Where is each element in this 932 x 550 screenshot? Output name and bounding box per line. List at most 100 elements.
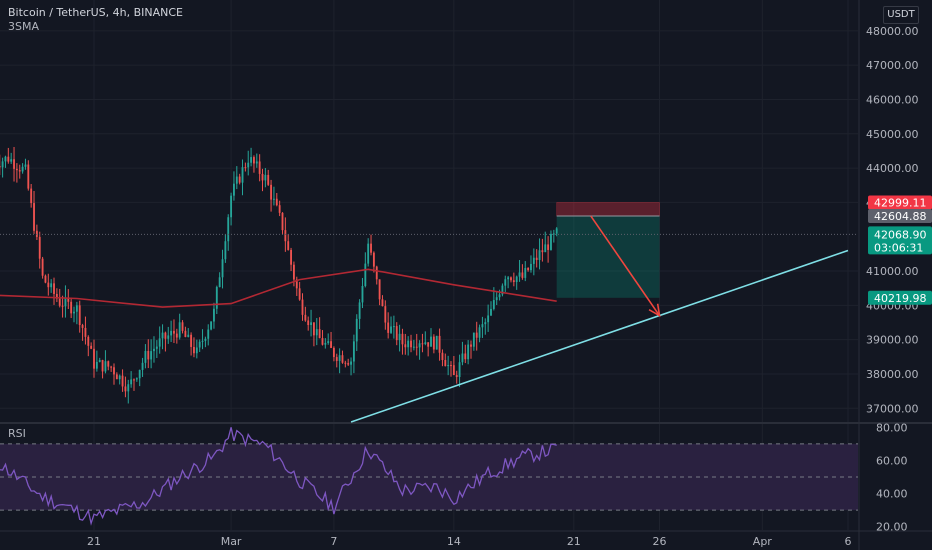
candle (324, 338, 327, 349)
y-tick-label: 41000.00 (866, 265, 919, 278)
candle-body (15, 168, 18, 171)
candle-body (421, 343, 424, 345)
candle-body (481, 324, 484, 328)
candle (235, 166, 238, 190)
candle-body (412, 346, 415, 348)
last-price-text: 42068.90 (874, 228, 927, 241)
candle-body (118, 375, 121, 380)
candle (321, 330, 324, 346)
candle (441, 349, 444, 367)
candle-body (135, 378, 138, 380)
candle (287, 234, 290, 251)
candle-body (161, 332, 164, 339)
candle-body (190, 334, 193, 347)
candle-body (484, 322, 487, 325)
candle (244, 162, 247, 172)
candle-body (427, 342, 430, 347)
entry-price-tag: 42604.88 (868, 208, 932, 223)
candle-body (130, 379, 133, 385)
candle (241, 159, 244, 196)
candle (138, 369, 141, 387)
stop-price-tag: 42999.11 (868, 195, 932, 210)
candle (464, 344, 467, 364)
candle-body (1, 161, 4, 168)
candle (350, 357, 352, 376)
candle (75, 301, 78, 325)
drawings-layer[interactable] (0, 202, 858, 423)
candle (535, 249, 538, 268)
candle (424, 331, 427, 346)
candle (312, 322, 315, 347)
candle (95, 350, 98, 372)
candle (390, 316, 392, 334)
candle (164, 331, 167, 352)
candle (210, 321, 213, 331)
candle (381, 295, 384, 307)
candle (161, 324, 164, 350)
candle-body (315, 329, 318, 336)
candle (518, 259, 521, 282)
candle (412, 339, 415, 351)
candle-body (264, 174, 267, 181)
candle-body (230, 195, 233, 218)
candle-body (64, 297, 67, 307)
candle (310, 309, 312, 337)
candle (450, 361, 452, 377)
candle-body (164, 332, 167, 339)
candle-body (258, 161, 261, 174)
candle-body (201, 340, 204, 342)
candle-body (492, 300, 495, 309)
candle (475, 321, 478, 351)
candle (552, 229, 555, 243)
y-tick-label: 48000.00 (866, 25, 919, 38)
trendline (350, 249, 849, 423)
candle (512, 272, 515, 287)
candle (73, 306, 75, 323)
candle (78, 300, 81, 333)
candle (190, 332, 193, 356)
candle-body (530, 263, 532, 271)
candle (541, 238, 544, 262)
candle (427, 342, 430, 357)
candle-body (4, 156, 7, 162)
candle-body (335, 357, 338, 361)
x-tick-label: 21 (87, 535, 101, 548)
candle-body (67, 297, 70, 302)
currency-button[interactable]: USDT (883, 6, 919, 24)
candle-body (338, 355, 341, 361)
candle (178, 313, 181, 340)
candle-body (35, 230, 38, 237)
candle (64, 285, 67, 318)
candle-body (301, 299, 304, 315)
candle-body (207, 329, 210, 339)
candle-body (127, 384, 130, 392)
candle (213, 302, 215, 329)
candle (141, 357, 144, 377)
candle (124, 376, 127, 398)
x-tick-label: 7 (330, 535, 337, 548)
candle (144, 344, 147, 369)
candle (401, 328, 404, 355)
candle-body (235, 176, 238, 184)
candle-body (104, 361, 107, 372)
candle (395, 322, 398, 346)
candle (290, 247, 292, 272)
candle-body (364, 263, 367, 287)
candle-body (18, 170, 21, 172)
candle-body (401, 333, 404, 345)
candle (387, 312, 390, 339)
candle-body (215, 287, 218, 309)
candle (344, 360, 347, 368)
candle (444, 353, 447, 367)
candle-body (375, 266, 378, 280)
candle (378, 279, 381, 306)
candle-body (218, 277, 221, 288)
candle-body (370, 243, 372, 253)
candle (510, 276, 512, 283)
candle-body (121, 375, 124, 387)
candle (127, 379, 130, 404)
candle (352, 334, 355, 374)
candle-body (332, 347, 335, 358)
candle-body (441, 352, 444, 361)
